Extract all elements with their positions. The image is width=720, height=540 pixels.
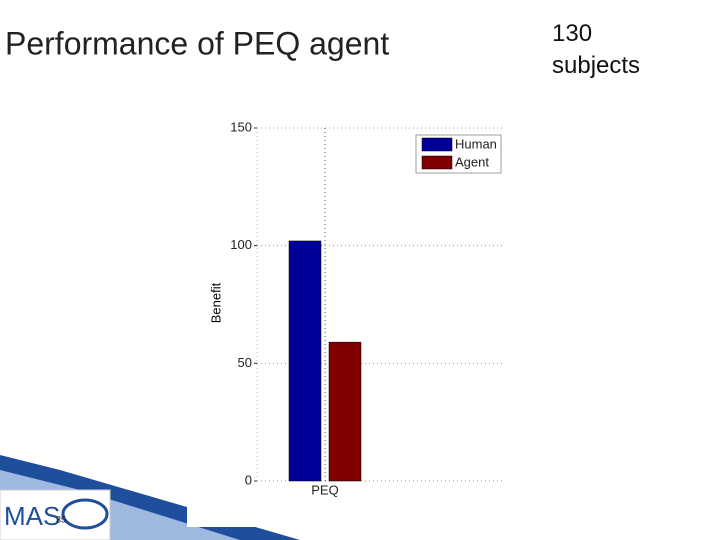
y-tick-label: 100 [230,237,252,252]
note: 130 subjects [552,20,641,79]
legend-swatch [421,155,453,170]
legend-label: Agent [455,154,489,169]
bar [288,240,322,482]
legend-swatch [421,137,453,152]
legend-label: Human [455,136,497,151]
x-tick-label: PEQ [311,482,338,497]
note-box: 130 subjects [552,20,641,79]
slide-title: Performance of PEQ agent [5,25,389,61]
y-tick-label: 150 [230,119,252,134]
page-number: 35 [56,514,66,524]
y-tick-label: 50 [238,355,252,370]
bar [328,341,362,482]
y-axis-label: Benefit [208,282,223,323]
logo-box [0,489,111,540]
y-tick-label: 0 [245,472,252,487]
logo-mark [61,498,109,530]
logo: MAS [4,501,60,531]
